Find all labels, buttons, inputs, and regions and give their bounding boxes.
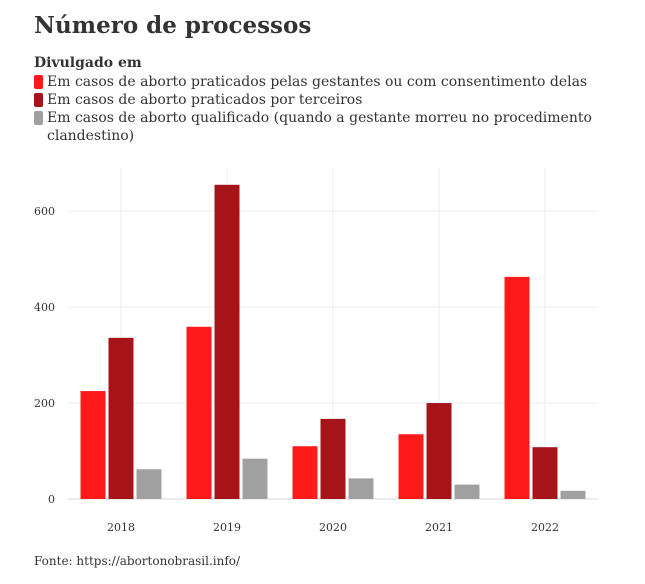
bar <box>214 184 240 499</box>
bar <box>320 418 346 499</box>
bar <box>186 326 212 499</box>
y-tick-label: 0 <box>48 493 55 506</box>
legend-swatch <box>34 93 43 107</box>
legend-swatch <box>34 111 43 125</box>
x-tick-label: 2021 <box>425 521 453 534</box>
bar <box>108 337 134 499</box>
legend-label: Em casos de aborto qualificado (quando a… <box>47 110 592 144</box>
bar <box>292 446 318 499</box>
bar <box>504 276 530 499</box>
x-tick-label: 2019 <box>213 521 241 534</box>
bar <box>532 447 558 499</box>
bar <box>136 469 162 499</box>
x-tick-label: 2020 <box>319 521 347 534</box>
bar <box>454 484 480 499</box>
bar <box>426 403 452 499</box>
bar <box>242 458 268 499</box>
bar-chart: 0 200 400 600 2018 2019 2020 2021 2022 <box>34 168 598 534</box>
y-tick-label: 200 <box>34 397 55 410</box>
x-tick-label: 2022 <box>531 521 559 534</box>
y-tick-label: 600 <box>34 205 55 218</box>
legend-label: Em casos de aborto praticados por tercei… <box>47 92 363 108</box>
x-tick-label: 2018 <box>107 521 135 534</box>
legend: Divulgado em Em casos de aborto praticad… <box>34 55 594 145</box>
bar <box>80 391 106 499</box>
legend-item-qualificado[interactable]: Em casos de aborto qualificado (quando a… <box>34 109 594 145</box>
source-note: Fonte: https://abortonobrasil.info/ <box>34 554 241 568</box>
chart-title: Número de processos <box>34 12 312 39</box>
legend-item-terceiros[interactable]: Em casos de aborto praticados por tercei… <box>34 91 594 109</box>
legend-item-consentimento[interactable]: Em casos de aborto praticados pelas gest… <box>34 73 594 91</box>
bar <box>398 434 424 499</box>
bar <box>560 490 586 499</box>
y-tick-label: 400 <box>34 301 55 314</box>
legend-label: Em casos de aborto praticados pelas gest… <box>47 74 588 90</box>
legend-title: Divulgado em <box>34 55 142 71</box>
bar <box>348 478 374 499</box>
legend-swatch <box>34 75 43 89</box>
